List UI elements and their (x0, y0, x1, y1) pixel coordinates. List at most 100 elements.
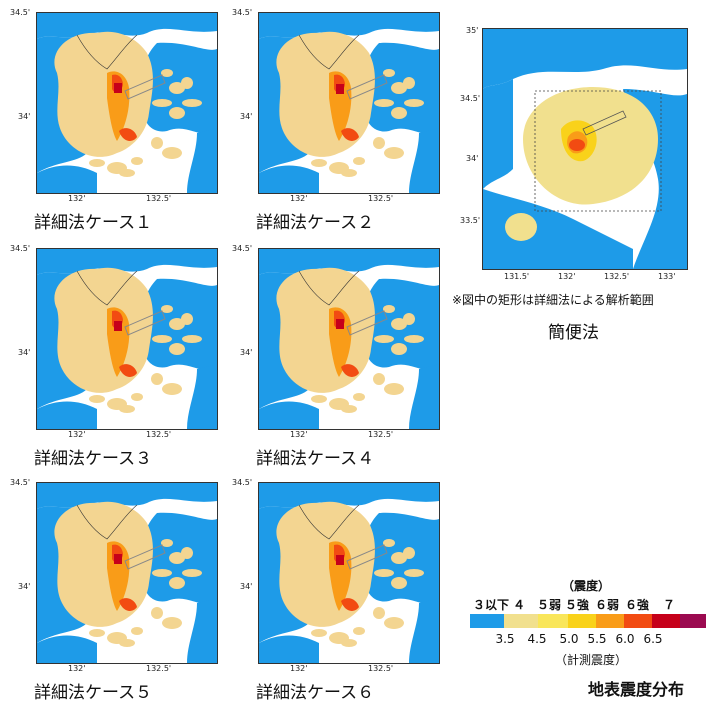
legend-swatch (680, 614, 706, 628)
island (391, 107, 407, 119)
island (391, 318, 407, 330)
island (162, 147, 182, 159)
lat-label: 34.5' (232, 244, 253, 253)
lat-label: 34' (18, 112, 31, 121)
lat-label: 34' (18, 582, 31, 591)
intensity-4-area (276, 501, 375, 627)
island (162, 617, 182, 629)
island (311, 159, 327, 167)
big-lat-label: 34' (466, 154, 479, 163)
island (383, 69, 395, 77)
intensity-5-upper-zone (119, 364, 137, 377)
lat-label: 34.5' (232, 478, 253, 487)
big-map-panel: 35' 34.5' 34' 33.5' 131.5' 132' 132.5' 1… (460, 22, 690, 322)
legend-intensity-label: ４ (512, 598, 525, 612)
legend-intensity-label: ５弱 (536, 598, 561, 612)
island (161, 539, 173, 547)
prefecture-border (76, 270, 138, 306)
island (151, 373, 163, 385)
island (169, 577, 185, 589)
case-caption: 詳細法ケース３ (34, 449, 153, 469)
island (353, 627, 365, 635)
island (89, 159, 105, 167)
intensity-6-lower-zone (114, 554, 122, 564)
island (404, 99, 424, 107)
island (391, 577, 407, 589)
legend-swatch (504, 614, 538, 628)
intensity-4-area (54, 31, 153, 157)
case-caption: 詳細法ケース２ (256, 213, 375, 233)
intensity-4-area (54, 267, 153, 393)
simple-method-caption: 簡便法 (548, 323, 599, 343)
island (161, 305, 173, 313)
lon-label: 132.5' (368, 430, 394, 439)
island (353, 393, 365, 401)
surface-intensity-title: 地表震度分布 (588, 680, 685, 699)
prefecture-border (76, 504, 138, 540)
fault-plane (582, 110, 627, 136)
intensity-6-lower-zone (569, 139, 585, 151)
island (182, 569, 202, 577)
lon-label: 132.5' (146, 430, 172, 439)
island (383, 305, 395, 313)
island (119, 405, 135, 413)
north-sea (259, 249, 439, 275)
island (131, 393, 143, 401)
legend-footer: （計測震度） (555, 653, 628, 667)
north-sea (259, 483, 439, 509)
island (89, 629, 105, 637)
southwest-sea (37, 165, 97, 193)
case-map-panel: 34.5' 34' 132' 132.5' 詳細法ケース２ (232, 8, 447, 238)
lat-label: 34' (18, 348, 31, 357)
case-map (258, 12, 440, 194)
fault-plane (346, 310, 388, 336)
legend-intensity-label: ５強 (564, 598, 589, 612)
intensity-5-upper-zone (119, 128, 137, 141)
analysis-range-rect (534, 90, 662, 212)
island (119, 639, 135, 647)
island (152, 99, 172, 107)
island (181, 77, 193, 89)
legend-threshold-label: 5.5 (587, 632, 607, 646)
north-sea (37, 483, 217, 509)
case-map-panel: 34.5' 34' 132' 132.5' 詳細法ケース３ (10, 244, 225, 474)
big-lon-label: 133' (658, 272, 676, 281)
island (181, 547, 193, 559)
island (341, 639, 357, 647)
legend-header: （震度） (562, 579, 611, 593)
lat-label: 34.5' (10, 244, 31, 253)
lat-label: 34' (240, 348, 253, 357)
case-caption: 詳細法ケース６ (256, 683, 375, 703)
island (161, 69, 173, 77)
case-map-panel: 34.5' 34' 132' 132.5' 詳細法ケース１ (10, 8, 225, 238)
lon-label: 132.5' (146, 664, 172, 673)
intensity-6-lower-zone (114, 321, 122, 331)
lon-label: 132' (68, 194, 86, 203)
island (169, 552, 185, 564)
prefecture-border (298, 504, 360, 540)
southwest-sea (259, 635, 319, 663)
big-lon-label: 132' (558, 272, 576, 281)
island (391, 343, 407, 355)
intensity-5-upper-zone (119, 598, 137, 611)
big-lat-label: 34.5' (460, 94, 481, 103)
analysis-range-note: ※図中の矩形は詳細法による解析範囲 (452, 293, 654, 307)
intensity-5-upper-zone (341, 128, 359, 141)
island (404, 569, 424, 577)
island (384, 147, 404, 159)
case-caption: 詳細法ケース１ (34, 213, 153, 233)
big-lon-label: 132.5' (604, 272, 630, 281)
case-map (36, 248, 218, 430)
intensity-6-lower-zone (336, 555, 344, 565)
island (131, 157, 143, 165)
lon-label: 132' (68, 664, 86, 673)
big-lat-label: 33.5' (460, 216, 481, 225)
lon-label: 132.5' (368, 194, 394, 203)
lon-label: 132' (290, 664, 308, 673)
island (169, 107, 185, 119)
lon-label: 132.5' (146, 194, 172, 203)
island (311, 629, 327, 637)
island (89, 395, 105, 403)
big-map (482, 28, 688, 270)
intensity-4-area (276, 31, 375, 157)
